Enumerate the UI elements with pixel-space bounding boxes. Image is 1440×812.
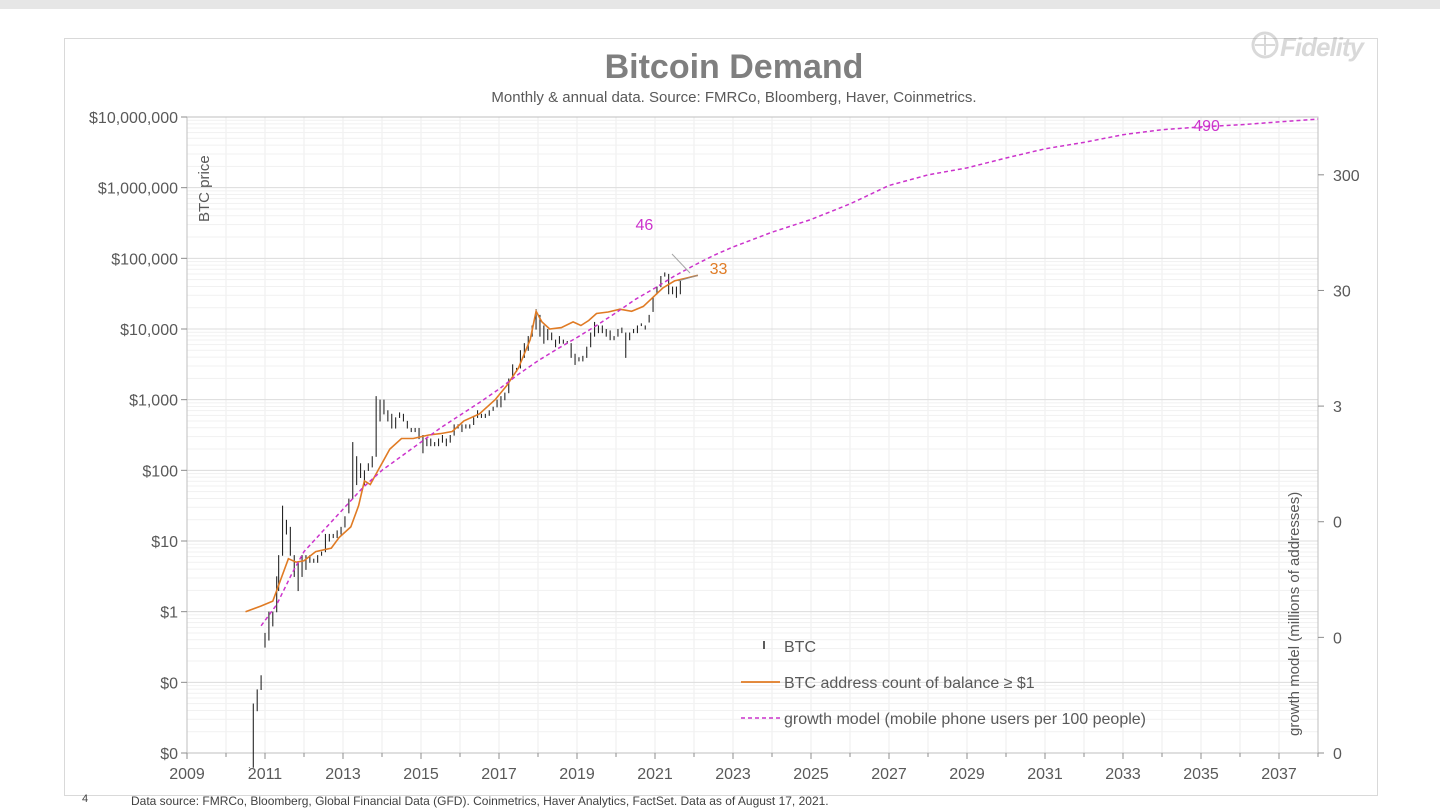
- annotation-label: 46: [636, 217, 654, 234]
- y-tick-label: $10: [151, 534, 178, 551]
- series-growth-model: [260, 118, 1319, 627]
- legend-item-address: BTC address count of balance ≥ $1: [741, 675, 1035, 692]
- x-tick-label: 2031: [1027, 766, 1063, 783]
- legend-label-address: BTC address count of balance ≥ $1: [784, 675, 1035, 692]
- x-tick-label: 2027: [871, 766, 907, 783]
- top-bar: [0, 0, 1440, 9]
- brand-name: Fidelity: [1280, 32, 1364, 62]
- y-tick-label: $100: [142, 463, 178, 480]
- btc-connector: [678, 274, 699, 282]
- grid: [186, 117, 1319, 754]
- x-tick-label: 2037: [1261, 766, 1297, 783]
- y-tick-label: $100,000: [111, 251, 178, 268]
- x-tick-label: 2017: [481, 766, 517, 783]
- x-tick-label: 2033: [1105, 766, 1141, 783]
- brand-icon: [1251, 31, 1279, 59]
- y2-axis-ticks: 0 0 0 3 30 300: [1318, 168, 1360, 763]
- x-tick-label: 2019: [559, 766, 595, 783]
- y2-tick-label: 0: [1333, 746, 1342, 763]
- y2-tick-label: 0: [1333, 630, 1342, 647]
- y2-axis-label: growth model (millions of addresses): [1286, 492, 1303, 736]
- x-tick-label: 2035: [1183, 766, 1219, 783]
- x-tick-label: 2015: [403, 766, 439, 783]
- legend: BTC BTC address count of balance ≥ $1 gr…: [741, 639, 1146, 728]
- y2-tick-label: 0: [1333, 515, 1342, 532]
- y-axis-label: BTC price: [196, 155, 213, 222]
- legend-item-btc: BTC: [763, 639, 816, 656]
- annotation-label: 490: [1193, 118, 1220, 135]
- legend-label-growth: growth model (mobile phone users per 100…: [784, 711, 1146, 728]
- x-tick-label: 2023: [715, 766, 751, 783]
- annotation-leader-line: [671, 253, 691, 274]
- y2-tick-label: 30: [1333, 283, 1351, 300]
- footnote: Data source: FMRCo, Bloomberg, Global Fi…: [131, 794, 829, 808]
- y-tick-label: $1: [160, 605, 178, 622]
- x-tick-label: 2025: [793, 766, 829, 783]
- chart-subtitle: Monthly & annual data. Source: FMRCo, Bl…: [491, 89, 976, 106]
- x-axis-ticks: 2009 2011 2013 2015 2017 2019 2021 2023 2025 2027…: [169, 753, 1319, 783]
- brand-logo: Fidelity: [1250, 30, 1425, 64]
- page-number: 4: [82, 793, 89, 805]
- x-tick-label: 2009: [169, 766, 205, 783]
- y2-tick-label: 300: [1333, 168, 1360, 185]
- y-tick-label: $0: [160, 746, 178, 763]
- y-tick-label: $0: [160, 675, 178, 692]
- x-tick-label: 2013: [325, 766, 361, 783]
- x-tick-label: 2029: [949, 766, 985, 783]
- y-tick-label: $10,000,000: [89, 110, 178, 127]
- x-tick-label: 2011: [248, 766, 283, 783]
- btc-extension-line: [678, 274, 699, 282]
- y-tick-label: $10,000: [120, 322, 178, 339]
- chart-frame: [64, 38, 1378, 796]
- y-axis-ticks: $0 $0 $1 $10 $100 $1,000 $10,000 $100,000 $1,000…: [89, 110, 187, 763]
- y2-tick-label: 3: [1333, 399, 1342, 416]
- series-btc: [248, 272, 681, 768]
- annotations: 46 33 490: [636, 118, 1220, 278]
- x-tick-label: 2021: [637, 766, 673, 783]
- plot-area: [186, 116, 1319, 754]
- chart-title: Bitcoin Demand: [605, 48, 864, 86]
- legend-label-btc: BTC: [784, 639, 816, 656]
- legend-item-growth: growth model (mobile phone users per 100…: [741, 711, 1146, 728]
- annotation-label: 33: [710, 261, 728, 278]
- series-address-count: [245, 274, 699, 613]
- y-tick-label: $1,000: [129, 393, 178, 410]
- y-tick-label: $1,000,000: [98, 181, 178, 198]
